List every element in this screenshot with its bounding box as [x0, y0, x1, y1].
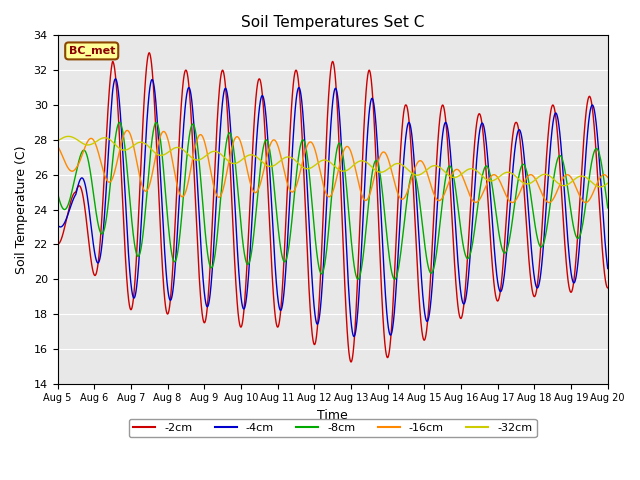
- X-axis label: Time: Time: [317, 409, 348, 422]
- -8cm: [604, 204, 611, 210]
- -16cm: [604, 174, 611, 180]
- -16cm: [604, 175, 612, 180]
- -32cm: [396, 161, 404, 167]
- -16cm: [387, 163, 394, 169]
- -4cm: [604, 265, 612, 271]
- -32cm: [552, 178, 559, 184]
- -32cm: [65, 133, 72, 139]
- -16cm: [54, 143, 61, 149]
- -2cm: [396, 155, 404, 161]
- -32cm: [54, 138, 61, 144]
- -2cm: [348, 359, 355, 365]
- -32cm: [207, 149, 215, 155]
- -16cm: [396, 195, 404, 201]
- -4cm: [207, 279, 215, 285]
- -8cm: [54, 190, 61, 196]
- -32cm: [172, 145, 179, 151]
- Text: BC_met: BC_met: [68, 46, 115, 56]
- -32cm: [387, 164, 394, 170]
- -4cm: [604, 264, 611, 270]
- Line: -16cm: -16cm: [58, 131, 608, 203]
- -4cm: [396, 216, 404, 221]
- Y-axis label: Soil Temperature (C): Soil Temperature (C): [15, 145, 28, 274]
- -8cm: [391, 276, 399, 282]
- -16cm: [552, 191, 559, 197]
- -16cm: [124, 128, 131, 133]
- -2cm: [604, 285, 611, 291]
- -8cm: [207, 265, 215, 271]
- -32cm: [604, 180, 611, 186]
- -2cm: [604, 285, 612, 291]
- -4cm: [172, 258, 179, 264]
- Legend: -2cm, -4cm, -8cm, -16cm, -32cm: -2cm, -4cm, -8cm, -16cm, -32cm: [129, 419, 536, 437]
- Line: -8cm: -8cm: [58, 122, 608, 279]
- -8cm: [387, 262, 394, 267]
- -2cm: [54, 241, 61, 247]
- -16cm: [509, 200, 516, 205]
- -32cm: [596, 184, 604, 190]
- -4cm: [387, 332, 394, 338]
- -4cm: [350, 334, 358, 339]
- -4cm: [552, 110, 559, 116]
- -16cm: [207, 172, 215, 178]
- Line: -4cm: -4cm: [58, 79, 608, 336]
- Line: -32cm: -32cm: [58, 136, 608, 187]
- -8cm: [604, 205, 612, 211]
- -32cm: [604, 180, 612, 186]
- -4cm: [54, 222, 61, 228]
- -2cm: [172, 212, 179, 218]
- -8cm: [116, 120, 124, 125]
- Title: Soil Temperatures Set C: Soil Temperatures Set C: [241, 15, 424, 30]
- -4cm: [111, 76, 119, 82]
- -2cm: [145, 50, 153, 56]
- -8cm: [172, 258, 179, 264]
- -8cm: [396, 254, 404, 260]
- -8cm: [552, 163, 559, 169]
- Line: -2cm: -2cm: [58, 53, 608, 362]
- -2cm: [552, 114, 559, 120]
- -16cm: [172, 175, 179, 180]
- -2cm: [387, 338, 394, 344]
- -2cm: [207, 240, 215, 246]
